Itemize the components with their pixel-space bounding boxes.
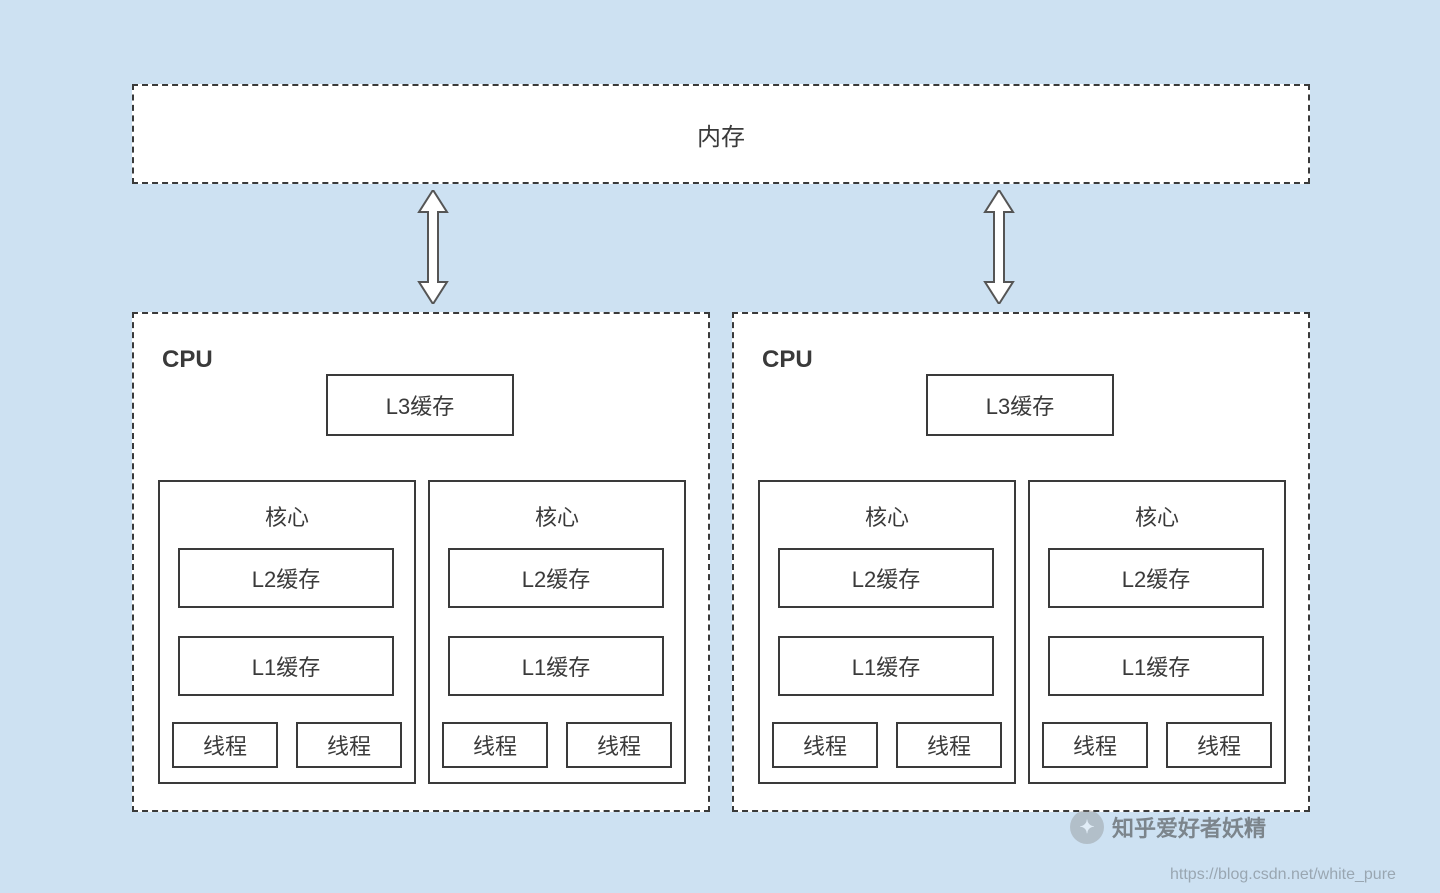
thread-box: 线程	[442, 722, 548, 768]
l2-cache-box: L2缓存	[1048, 548, 1264, 608]
cpu-label: CPU	[162, 346, 213, 374]
l2-cache-box: L2缓存	[778, 548, 994, 608]
core-label: 核心	[160, 500, 414, 532]
core-label: 核心	[430, 500, 684, 532]
cpu-label: CPU	[762, 346, 813, 374]
l1-cache-box: L1缓存	[1048, 636, 1264, 696]
l3-cache-box: L3缓存	[926, 374, 1114, 436]
thread-box: 线程	[172, 722, 278, 768]
thread-box: 线程	[566, 722, 672, 768]
l2-cache-box: L2缓存	[448, 548, 664, 608]
thread-box: 线程	[296, 722, 402, 768]
thread-box: 线程	[896, 722, 1002, 768]
diagram-canvas: 内存CPUL3缓存核心L2缓存L1缓存线程线程核心L2缓存L1缓存线程线程CPU…	[0, 0, 1440, 893]
core-label: 核心	[760, 500, 1014, 532]
watermark-text: ✦知乎爱好者妖精	[1070, 810, 1266, 844]
l2-cache-box: L2缓存	[178, 548, 394, 608]
l1-cache-box: L1缓存	[778, 636, 994, 696]
l3-cache-box: L3缓存	[326, 374, 514, 436]
memory-box: 内存	[132, 84, 1310, 184]
bidirectional-arrow	[412, 190, 454, 304]
bidirectional-arrow	[978, 190, 1020, 304]
l1-cache-box: L1缓存	[448, 636, 664, 696]
core-label: 核心	[1030, 500, 1284, 532]
thread-box: 线程	[1042, 722, 1148, 768]
l1-cache-box: L1缓存	[178, 636, 394, 696]
watermark-label: 知乎爱好者妖精	[1112, 811, 1266, 843]
thread-box: 线程	[1166, 722, 1272, 768]
thread-box: 线程	[772, 722, 878, 768]
wechat-icon: ✦	[1070, 810, 1104, 844]
watermark-url: https://blog.csdn.net/white_pure	[1170, 866, 1396, 884]
